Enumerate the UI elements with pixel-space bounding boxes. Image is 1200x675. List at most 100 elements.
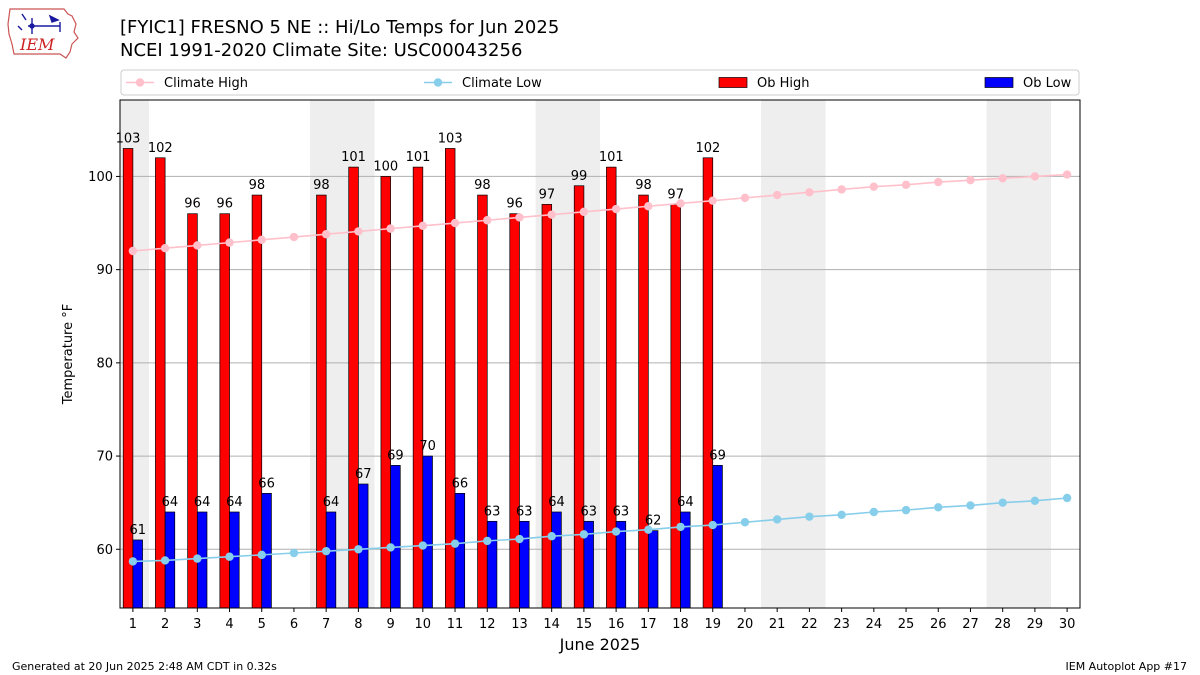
legend-box <box>120 69 1080 96</box>
ob-high-label: 98 <box>474 178 491 193</box>
climate-low-point <box>966 501 975 510</box>
ob-high-bar <box>477 194 488 608</box>
logo-text: IEM <box>19 35 55 54</box>
ob-low-label: 64 <box>323 495 340 510</box>
climate-low-point <box>740 518 750 527</box>
climate-low-point <box>611 527 621 536</box>
climate-high-point <box>934 177 943 187</box>
ob-low-label: 62 <box>645 514 662 529</box>
climate-high-point <box>386 224 395 233</box>
ob-high-label: 100 <box>373 159 398 174</box>
climate-high-point <box>547 210 556 219</box>
ob-high-bar <box>541 204 553 608</box>
ob-high-label: 102 <box>696 141 721 156</box>
chart-title: [FYIC1] FRESNO 5 NE :: Hi/Lo Temps for J… <box>120 17 560 38</box>
climate-high-point <box>966 175 975 185</box>
climate-low-point <box>386 543 395 552</box>
climate-low-point <box>289 548 299 558</box>
ob-high-label: 96 <box>506 197 523 212</box>
climate-high-point <box>257 235 266 245</box>
climate-low-point <box>450 539 460 548</box>
climate-high-point <box>483 216 492 225</box>
ob-high-bar <box>251 194 263 608</box>
legend-swatch-marker <box>135 78 145 87</box>
ob-high-bar <box>122 148 134 608</box>
ob-high-bar <box>380 176 391 608</box>
climate-low-point <box>934 503 943 512</box>
ob-low-bar <box>422 455 433 608</box>
climate-high-point <box>354 227 363 236</box>
climate-low-point <box>805 512 814 521</box>
x-tick-label: 30 <box>1059 617 1076 632</box>
iem-logo: IEM <box>7 8 79 59</box>
climate-high-point <box>708 196 717 205</box>
x-tick-label: 24 <box>866 617 883 632</box>
ob-high-bar <box>573 185 585 608</box>
legend-swatch-bar <box>984 77 1014 88</box>
climate-low-point <box>354 545 363 554</box>
weekend-band <box>761 100 826 608</box>
app-credit: IEM Autoplot App #17 <box>1065 660 1188 673</box>
ob-high-bar <box>316 194 327 608</box>
ob-low-bar <box>615 520 627 608</box>
climate-high-point <box>289 232 299 242</box>
ob-high-bar <box>670 204 681 608</box>
climate-low-point <box>160 556 170 565</box>
ob-high-label: 103 <box>116 131 141 146</box>
iowa-state-outline <box>7 8 79 59</box>
ob-low-bar <box>486 520 498 608</box>
x-tick-label: 13 <box>511 617 528 632</box>
x-tick-label: 14 <box>543 617 560 632</box>
ob-high-bar <box>155 157 166 608</box>
ob-high-label: 97 <box>667 187 684 202</box>
x-tick-label: 23 <box>833 617 850 632</box>
climate-low-point <box>547 532 556 541</box>
ob-high-bar <box>606 166 617 608</box>
climate-low-point <box>128 557 138 566</box>
x-axis-label: June 2025 <box>559 635 641 654</box>
climate-low-point <box>772 515 782 524</box>
ob-low-bar <box>132 539 143 608</box>
x-tick-label: 25 <box>898 617 915 632</box>
climate-high-point <box>772 190 782 200</box>
legend-label: Climate Low <box>462 76 542 91</box>
ob-low-label: 64 <box>162 495 179 510</box>
x-tick-label: 1 <box>129 617 137 632</box>
climate-high-point <box>998 174 1007 183</box>
x-tick-label: 27 <box>962 617 979 632</box>
x-tick-label: 18 <box>672 617 689 632</box>
legend-label: Climate High <box>164 76 248 91</box>
ob-high-label: 101 <box>406 150 431 165</box>
ob-low-label: 63 <box>613 504 630 519</box>
climate-high-point <box>901 180 911 190</box>
climate-low-point <box>837 510 846 519</box>
chart-subtitle: NCEI 1991-2020 Climate Site: USC00043256 <box>120 40 523 61</box>
ob-low-label: 63 <box>516 504 533 519</box>
ob-high-bar <box>702 157 714 608</box>
ob-low-bar <box>551 511 562 608</box>
climate-high-point <box>579 207 589 217</box>
ob-high-label: 98 <box>313 178 330 193</box>
ob-high-label: 96 <box>184 197 201 212</box>
x-tick-label: 16 <box>608 617 625 632</box>
climate-low-point <box>579 530 589 539</box>
ob-low-bar <box>519 520 530 608</box>
weekend-band <box>986 100 1052 608</box>
legend-label: Ob Low <box>1023 76 1072 91</box>
climate-low-point <box>644 525 653 534</box>
x-tick-label: 28 <box>994 617 1011 632</box>
climate-low-point <box>418 541 428 550</box>
ob-low-label: 63 <box>580 504 597 519</box>
ob-high-label: 97 <box>539 187 556 202</box>
climate-low-line <box>132 497 1068 563</box>
y-tick-label: 60 <box>96 543 113 558</box>
x-tick-label: 19 <box>704 617 721 632</box>
climate-low-point <box>193 554 202 563</box>
ob-high-label: 99 <box>571 169 588 184</box>
generated-timestamp: Generated at 20 Jun 2025 2:48 AM CDT in … <box>12 660 277 673</box>
climate-high-point <box>225 238 234 247</box>
legend: Climate High Climate Low Ob High Ob Low <box>120 69 1080 96</box>
climate-low-point <box>257 550 266 560</box>
ob-low-bar <box>647 530 659 608</box>
climate-low-point <box>708 520 717 530</box>
